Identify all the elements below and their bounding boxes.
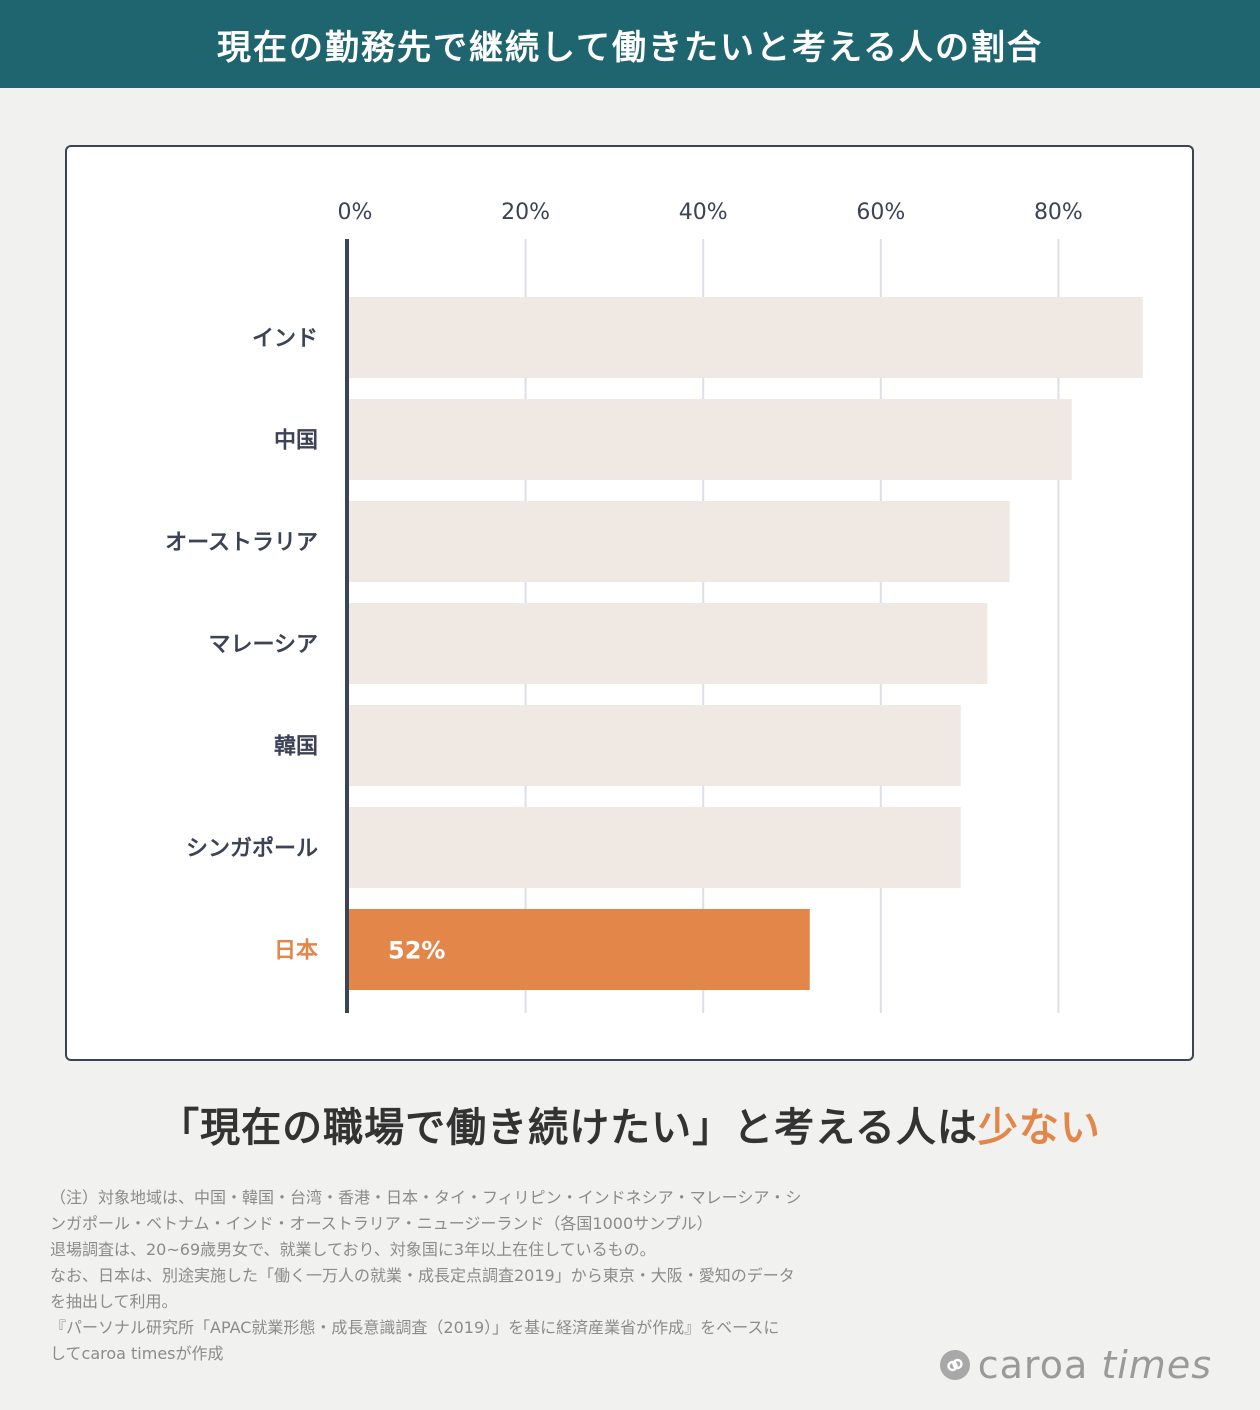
footnote-line: 『パーソナル研究所「APAC就業形態・成長意識調査（2019）」を基に経済産業省…	[50, 1318, 780, 1337]
category-label: シンガポール	[186, 836, 318, 862]
footnote-line: なお、日本は、別途実施した「働く一万人の就業・成長定点調査2019」から東京・大…	[50, 1266, 795, 1285]
x-tick-label: 20%	[501, 200, 550, 225]
footnote-line: （注）対象地域は、中国・韓国・台湾・香港・日本・タイ・フィリピン・インドネシア・…	[50, 1188, 802, 1207]
logo-word-times: times	[1101, 1343, 1212, 1387]
bar	[348, 399, 1072, 480]
footnote-line: を抽出して利用。	[50, 1292, 178, 1311]
category-label: オーストラリア	[165, 531, 318, 556]
category-label: インド	[252, 327, 318, 352]
headline-text: 「現在の職場で働き続けたい」と考える人は	[159, 1105, 978, 1151]
footnotes: （注）対象地域は、中国・韓国・台湾・香港・日本・タイ・フィリピン・インドネシア・…	[50, 1185, 950, 1367]
bar	[348, 705, 961, 786]
bar-chart: 0% 20% 40% 60% 80% インド中国オーストラリアマレーシア韓国シンガポール日…	[165, 200, 1143, 1013]
category-label: 韓国	[274, 734, 318, 760]
bar	[348, 297, 1143, 378]
x-tick-label: 80%	[1034, 200, 1083, 225]
category-label: 日本	[274, 939, 318, 964]
headline-accent: 少ない	[977, 1105, 1101, 1151]
link-icon	[939, 1350, 970, 1380]
bar	[348, 807, 961, 888]
footnote-line: 退場調査は、20~69歳男女で、就業しており、対象国に3年以上在住しているもの。	[50, 1240, 656, 1259]
bar	[348, 909, 810, 990]
data-label: 52%	[388, 937, 445, 965]
category-label: マレーシア	[208, 633, 318, 658]
category-label: 中国	[274, 429, 318, 454]
headline: 「現在の職場で働き続けたい」と考える人は少ない	[0, 1095, 1260, 1153]
bar	[348, 501, 1010, 582]
caroa-times-logo: caroa times	[939, 1340, 1212, 1390]
chart-panel: 0% 20% 40% 60% 80% インド中国オーストラリアマレーシア韓国シンガポール日…	[65, 145, 1194, 1061]
bar	[348, 603, 988, 684]
footnote-line: ンガポール・ベトナム・インド・オーストラリア・ニュージーランド（各国1000サン…	[50, 1214, 713, 1233]
x-tick-label: 60%	[856, 200, 905, 225]
footnote-line: してcaroa timesが作成	[50, 1344, 224, 1363]
logo-word-caroa: caroa	[977, 1343, 1089, 1387]
x-tick-label: 0%	[338, 200, 373, 225]
x-tick-label: 40%	[679, 200, 728, 225]
page-title: 現在の勤務先で継続して働きたいと考える人の割合	[0, 0, 1260, 88]
